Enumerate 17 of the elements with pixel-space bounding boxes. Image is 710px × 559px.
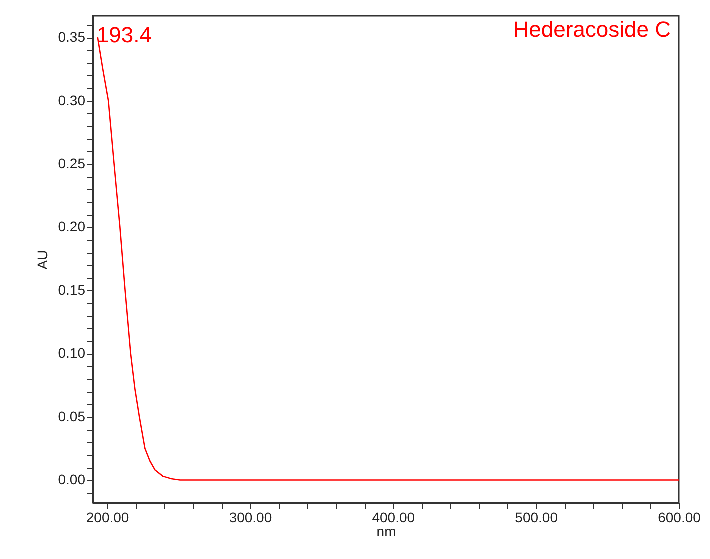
x-tick-label: 600.00: [658, 510, 702, 526]
y-axis-title: AU: [34, 250, 50, 270]
x-axis-title: nm: [376, 524, 396, 540]
x-tick-label: 400.00: [372, 510, 416, 526]
y-tick-label: 0.00: [58, 472, 86, 488]
y-tick-label: 0.25: [58, 155, 86, 172]
x-tick-label: 300.00: [229, 510, 272, 526]
y-tick-label: 0.05: [58, 408, 86, 424]
y-tick-label: 0.15: [58, 282, 86, 298]
y-tick-label: 0.10: [58, 345, 86, 362]
text: Hederacoside C: [513, 17, 672, 42]
annotation: 193.4: [96, 22, 152, 48]
x-tick-label: 500.00: [515, 510, 558, 526]
y-tick-label: 0.35: [58, 29, 86, 46]
y-tick-label: 0.30: [58, 92, 86, 108]
x-tick-label: 200.00: [86, 510, 130, 526]
y-tick-label: 0.20: [58, 218, 86, 235]
